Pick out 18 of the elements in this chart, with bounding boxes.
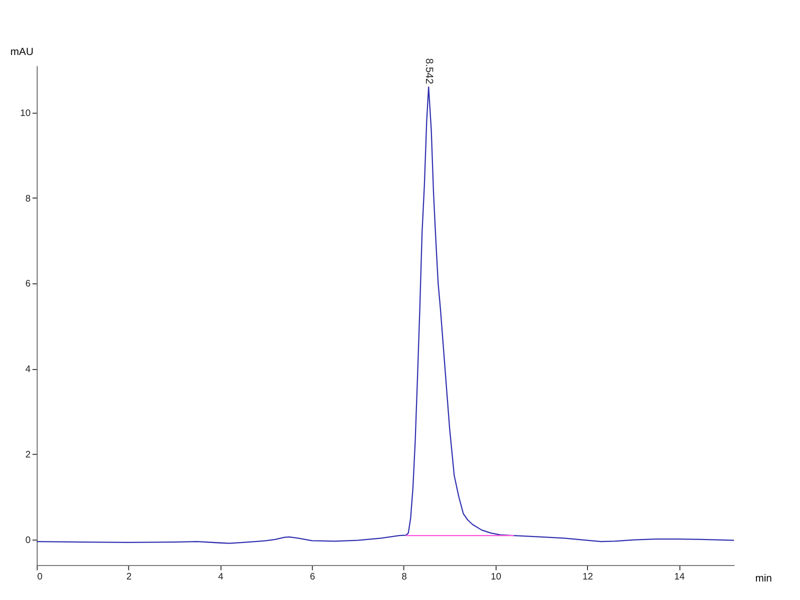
line-series	[36, 86, 735, 544]
x-tick-label: 12	[582, 570, 593, 582]
annotation: 8.542	[422, 58, 434, 84]
x-tick-label: 10	[490, 570, 502, 582]
x-axis-title: min	[755, 574, 772, 585]
x-tick-label: 8	[402, 570, 407, 582]
x-tick-label: 0	[37, 570, 42, 582]
y-tick-label: 10	[20, 106, 31, 118]
y-tick-label: 2	[25, 448, 31, 460]
y-axis-title: mAU	[10, 46, 34, 58]
y-tick-label: 0	[25, 534, 31, 545]
x-tick-label: 4	[218, 570, 224, 582]
y-tick-label: 8	[25, 192, 31, 204]
x-tick-label: 6	[310, 570, 316, 582]
x-tick-label: 2	[126, 570, 132, 582]
x-tick-label: 14	[674, 570, 685, 582]
y-tick-label: 6	[25, 278, 31, 289]
y-tick-label: 4	[25, 363, 31, 374]
